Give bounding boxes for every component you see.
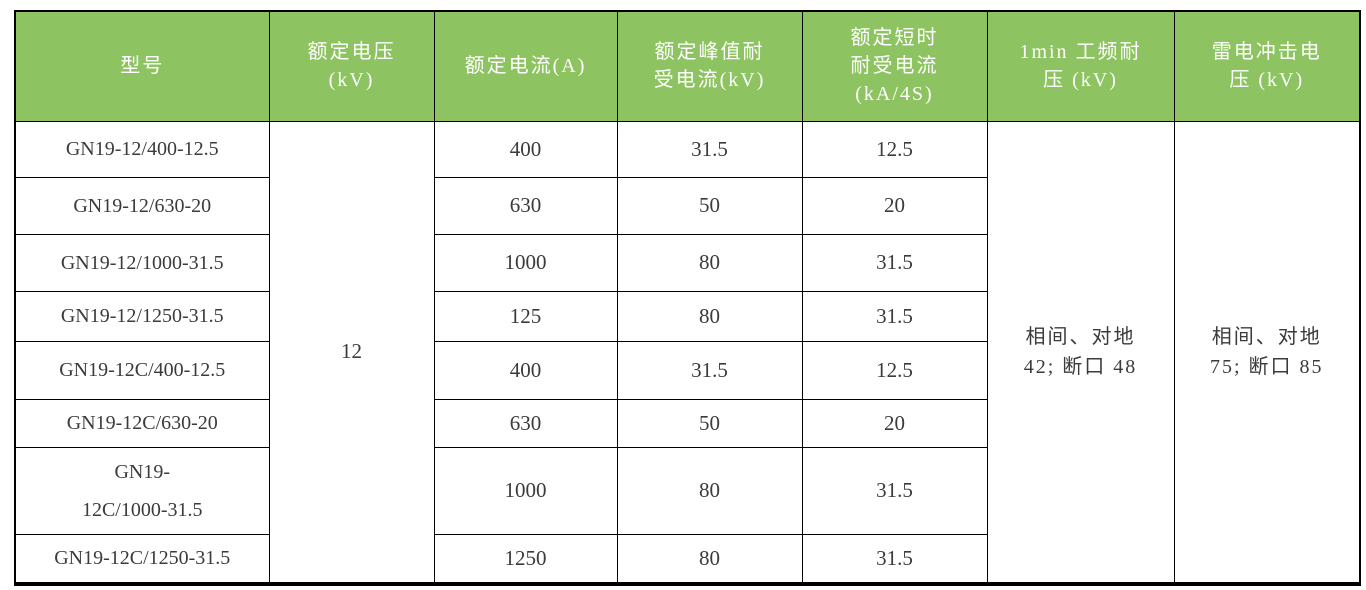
header-short-time-withstand-current: 额定短时 耐受电流 (kA/4S) [801, 10, 988, 122]
merged-line: 相间、对地 [1025, 325, 1136, 348]
header-line: (kV) [328, 69, 375, 92]
peak-current-cell: 80 [616, 446, 803, 535]
header-line: 额定电压 [307, 41, 396, 64]
model-line: GN19-12/400-12.5 [65, 138, 219, 160]
merged-line: 42; 断口 48 [1023, 355, 1138, 378]
model-cell: GN19-12/630-20 [14, 176, 270, 235]
rated-voltage-merged-cell: 12 [268, 120, 435, 585]
power-freq-merged-cell: 相间、对地 42; 断口 48 [986, 120, 1175, 585]
rated-current-cell: 400 [433, 340, 618, 400]
table-row: GN19-12/630-20 630 50 20 [14, 176, 1360, 235]
short-time-current-cell: 31.5 [801, 446, 988, 535]
model-cell: GN19-12C/400-12.5 [14, 340, 270, 400]
peak-current-cell: 31.5 [616, 340, 803, 400]
model-cell: GN19-12/400-12.5 [14, 120, 270, 178]
short-time-current-cell: 12.5 [801, 340, 988, 400]
header-line: 雷电冲击电 [1211, 41, 1322, 64]
model-line: 12C/1000-31.5 [81, 498, 203, 521]
rated-current-cell: 630 [433, 176, 618, 235]
peak-current-cell: 80 [616, 290, 803, 342]
header-line: 额定短时 [850, 27, 939, 50]
header-line: 型号 [120, 55, 165, 78]
table-row: GN19-12/400-12.5 12 400 31.5 12.5 相间、对地 … [14, 120, 1361, 585]
header-rated-voltage: 额定电压 (kV) [268, 10, 435, 122]
peak-current-cell: 80 [616, 233, 803, 292]
header-line: 受电流(kV) [653, 69, 766, 92]
model-cell: GN19-12C/630-20 [14, 398, 270, 448]
short-time-current-cell: 20 [801, 176, 988, 235]
rated-current-cell: 1250 [433, 533, 618, 585]
header-line: 压 (kV) [1229, 69, 1305, 92]
model-line: GN19-12C/400-12.5 [59, 359, 226, 381]
table-row: GN19- 12C/1000-31.5 1000 80 31.5 [14, 446, 1360, 535]
peak-current-cell: 50 [616, 176, 803, 235]
model-line: GN19-12/1250-31.5 [60, 305, 224, 327]
rated-current-cell: 630 [433, 398, 618, 448]
header-peak-withstand-current: 额定峰值耐 受电流(kV) [616, 10, 803, 122]
short-time-current-cell: 31.5 [801, 233, 988, 292]
peak-current-cell: 31.5 [616, 120, 803, 178]
rated-current-cell: 1000 [433, 446, 618, 535]
short-time-current-cell: 31.5 [801, 533, 988, 585]
model-line: GN19-12C/630-20 [66, 412, 218, 434]
model-cell: GN19-12C/1250-31.5 [14, 533, 270, 585]
header-line: 压 (kV) [1043, 69, 1118, 92]
header-rated-current: 额定电流(A) [433, 10, 618, 122]
header-power-frequency-withstand: 1min 工频耐 压 (kV) [986, 10, 1175, 122]
switch-spec-table: 型号 额定电压 (kV) 额定电流(A) 额定峰值耐 受电流(kV) 额定短时 … [14, 10, 1361, 586]
table-row: GN19-12C/630-20 630 50 20 [14, 398, 1360, 448]
merged-line: 75; 断口 85 [1209, 355, 1324, 378]
table-row: GN19-12/1250-31.5 125 80 31.5 [14, 290, 1360, 342]
rated-current-cell: 125 [433, 290, 618, 342]
model-cell: GN19-12/1000-31.5 [14, 233, 270, 292]
spec-table-container: 型号 额定电压 (kV) 额定电流(A) 额定峰值耐 受电流(kV) 额定短时 … [14, 10, 1361, 586]
model-line: GN19- [114, 460, 171, 483]
table-row: GN19-12/1000-31.5 1000 80 31.5 [14, 233, 1360, 292]
lightning-merged-cell: 相间、对地 75; 断口 85 [1173, 120, 1361, 585]
short-time-current-cell: 12.5 [801, 120, 988, 178]
header-lightning-impulse-voltage: 雷电冲击电 压 (kV) [1173, 10, 1361, 122]
header-line: 额定电流(A) [464, 55, 587, 78]
model-line: GN19-12/1000-31.5 [60, 251, 224, 274]
model-cell: GN19-12/1250-31.5 [14, 290, 270, 342]
rated-current-cell: 1000 [433, 233, 618, 292]
table-row: GN19-12C/400-12.5 400 31.5 12.5 [14, 340, 1360, 400]
merged-line: 相间、对地 [1211, 325, 1322, 348]
header-line: 1min 工频耐 [1019, 41, 1142, 64]
model-cell: GN19- 12C/1000-31.5 [14, 446, 270, 535]
header-line: 耐受电流 [850, 55, 939, 78]
peak-current-cell: 50 [616, 398, 803, 448]
model-line: GN19-12/630-20 [73, 194, 212, 217]
rated-current-cell: 400 [433, 120, 618, 178]
model-line: GN19-12C/1250-31.5 [54, 547, 231, 570]
header-line: (kA/4S) [855, 83, 934, 106]
peak-current-cell: 80 [616, 533, 803, 585]
table-row: GN19-12C/1250-31.5 1250 80 31.5 [14, 533, 1360, 585]
short-time-current-cell: 20 [801, 398, 988, 448]
header-model: 型号 [14, 10, 270, 122]
header-line: 额定峰值耐 [654, 41, 765, 64]
header-row: 型号 额定电压 (kV) 额定电流(A) 额定峰值耐 受电流(kV) 额定短时 … [14, 10, 1361, 122]
short-time-current-cell: 31.5 [801, 290, 988, 342]
